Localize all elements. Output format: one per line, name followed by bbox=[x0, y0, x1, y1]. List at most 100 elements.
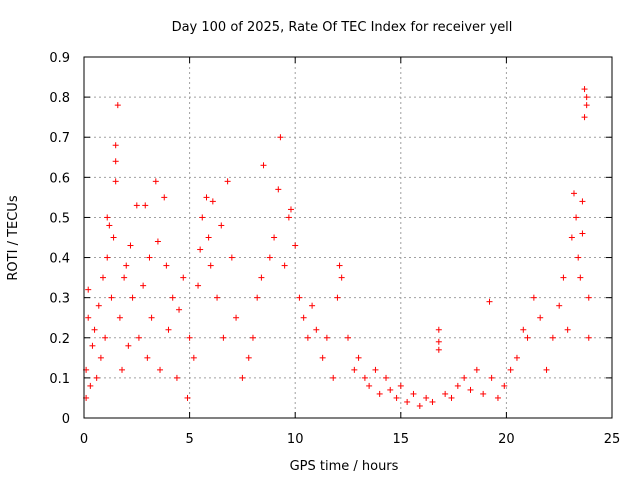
data-point bbox=[410, 390, 417, 397]
data-point bbox=[338, 274, 345, 281]
data-point bbox=[524, 334, 531, 341]
data-point bbox=[169, 294, 176, 301]
grid-lines bbox=[84, 57, 612, 418]
data-point bbox=[125, 342, 132, 349]
data-point bbox=[266, 254, 273, 261]
data-point bbox=[199, 214, 206, 221]
data-point bbox=[110, 234, 117, 241]
data-point bbox=[228, 254, 235, 261]
data-point bbox=[205, 234, 212, 241]
data-point bbox=[260, 162, 267, 169]
data-point bbox=[372, 366, 379, 373]
data-point bbox=[520, 326, 527, 333]
data-point bbox=[573, 214, 580, 221]
data-point bbox=[180, 274, 187, 281]
data-point bbox=[112, 178, 119, 185]
data-point bbox=[319, 354, 326, 361]
data-point bbox=[97, 354, 104, 361]
data-point bbox=[254, 294, 261, 301]
data-point bbox=[366, 382, 373, 389]
data-point bbox=[570, 190, 577, 197]
data-point bbox=[560, 274, 567, 281]
x-tick-label: 20 bbox=[498, 432, 515, 447]
data-point bbox=[220, 334, 227, 341]
data-point bbox=[473, 366, 480, 373]
y-tick-label: 0.3 bbox=[49, 292, 70, 307]
x-tick-label: 10 bbox=[287, 432, 304, 447]
data-point bbox=[148, 314, 155, 321]
data-point bbox=[154, 238, 161, 245]
data-point bbox=[404, 398, 411, 405]
data-point bbox=[152, 178, 159, 185]
data-point bbox=[224, 178, 231, 185]
data-point bbox=[383, 374, 390, 381]
data-point bbox=[345, 334, 351, 341]
data-point bbox=[195, 282, 202, 289]
data-point bbox=[207, 262, 214, 269]
data-point bbox=[209, 198, 216, 205]
data-point bbox=[142, 202, 149, 209]
data-point bbox=[296, 294, 303, 301]
data-point bbox=[429, 398, 436, 405]
data-point bbox=[549, 334, 556, 341]
data-point bbox=[376, 390, 383, 397]
data-point bbox=[334, 294, 341, 301]
data-point bbox=[127, 242, 134, 249]
data-point bbox=[184, 394, 191, 401]
y-tick-label: 0.5 bbox=[49, 211, 70, 226]
data-point bbox=[579, 230, 586, 237]
data-point bbox=[123, 262, 130, 269]
data-point bbox=[102, 334, 109, 341]
data-point bbox=[85, 314, 92, 321]
data-point bbox=[467, 386, 474, 393]
data-point bbox=[304, 334, 311, 341]
data-point bbox=[173, 374, 180, 381]
data-point bbox=[104, 254, 111, 261]
data-point bbox=[133, 202, 140, 209]
data-point bbox=[146, 254, 153, 261]
chart-title: Day 100 of 2025, Rate Of TEC Index for r… bbox=[172, 20, 513, 35]
data-point bbox=[300, 314, 307, 321]
x-tick-label: 0 bbox=[80, 432, 88, 447]
data-point bbox=[281, 262, 288, 269]
data-point bbox=[95, 302, 102, 309]
data-point bbox=[513, 354, 520, 361]
data-point bbox=[157, 366, 164, 373]
y-axis-label: ROTI / TECUs bbox=[6, 195, 21, 280]
data-point bbox=[214, 294, 221, 301]
y-axis-ticks: 0 0.1 0.2 0.3 0.4 0.5 0.6 0.7 0.8 0.9 bbox=[49, 51, 612, 427]
data-point bbox=[285, 214, 292, 221]
data-point bbox=[309, 302, 316, 309]
data-point bbox=[135, 334, 142, 341]
data-point bbox=[119, 366, 126, 373]
data-point bbox=[543, 366, 550, 373]
data-point bbox=[585, 294, 592, 301]
data-point bbox=[355, 354, 362, 361]
y-tick-label: 0.6 bbox=[49, 171, 70, 186]
data-point bbox=[104, 214, 111, 221]
data-point bbox=[579, 198, 586, 205]
data-point bbox=[112, 142, 119, 149]
data-point bbox=[448, 394, 455, 401]
data-point bbox=[89, 342, 96, 349]
data-point bbox=[218, 222, 225, 229]
data-point bbox=[121, 274, 128, 281]
data-point bbox=[501, 382, 508, 389]
x-axis-label: GPS time / hours bbox=[290, 459, 399, 474]
data-point bbox=[530, 294, 537, 301]
data-point bbox=[233, 314, 240, 321]
data-point bbox=[277, 134, 284, 141]
data-point bbox=[108, 294, 115, 301]
data-point bbox=[435, 346, 442, 353]
data-point bbox=[249, 334, 256, 341]
y-tick-label: 0.8 bbox=[49, 91, 70, 106]
data-point bbox=[100, 274, 107, 281]
y-tick-label: 0.2 bbox=[49, 332, 70, 347]
data-point bbox=[106, 222, 113, 229]
data-point bbox=[203, 194, 210, 201]
data-point bbox=[575, 254, 582, 261]
data-point bbox=[416, 402, 423, 409]
y-tick-label: 0 bbox=[62, 412, 70, 427]
data-point bbox=[190, 354, 197, 361]
data-point bbox=[583, 102, 590, 109]
